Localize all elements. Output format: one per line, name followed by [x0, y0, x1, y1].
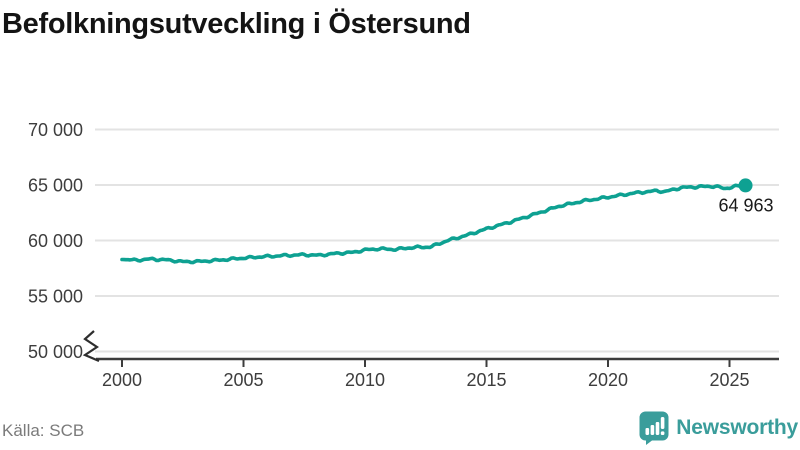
brand-name: Newsworthy — [676, 416, 798, 439]
y-axis-label: 70 000 — [28, 120, 83, 140]
axis-break-icon — [82, 330, 100, 363]
y-axis-label: 65 000 — [28, 176, 83, 196]
x-axis-label: 2020 — [588, 370, 628, 390]
newsworthy-logo: Newsworthy — [639, 411, 798, 445]
y-axis-label: 55 000 — [28, 287, 83, 307]
bar-chart-speech-bubble-icon — [639, 411, 669, 445]
y-axis-label: 60 000 — [28, 231, 83, 251]
latest-value-label: 64 963 — [718, 195, 773, 215]
page-title: Befolkningsutveckling i Östersund — [2, 8, 471, 40]
x-axis-label: 2025 — [709, 370, 749, 390]
population-line-series — [120, 183, 748, 265]
x-axis-label: 2010 — [345, 370, 385, 390]
source-label: Källa: SCB — [2, 421, 85, 440]
y-axis-label: 50 000 — [28, 342, 83, 362]
x-axis-label: 2005 — [223, 370, 263, 390]
latest-value-dot — [738, 178, 753, 193]
x-axis-label: 2000 — [102, 370, 142, 390]
x-axis-label: 2015 — [466, 370, 506, 390]
